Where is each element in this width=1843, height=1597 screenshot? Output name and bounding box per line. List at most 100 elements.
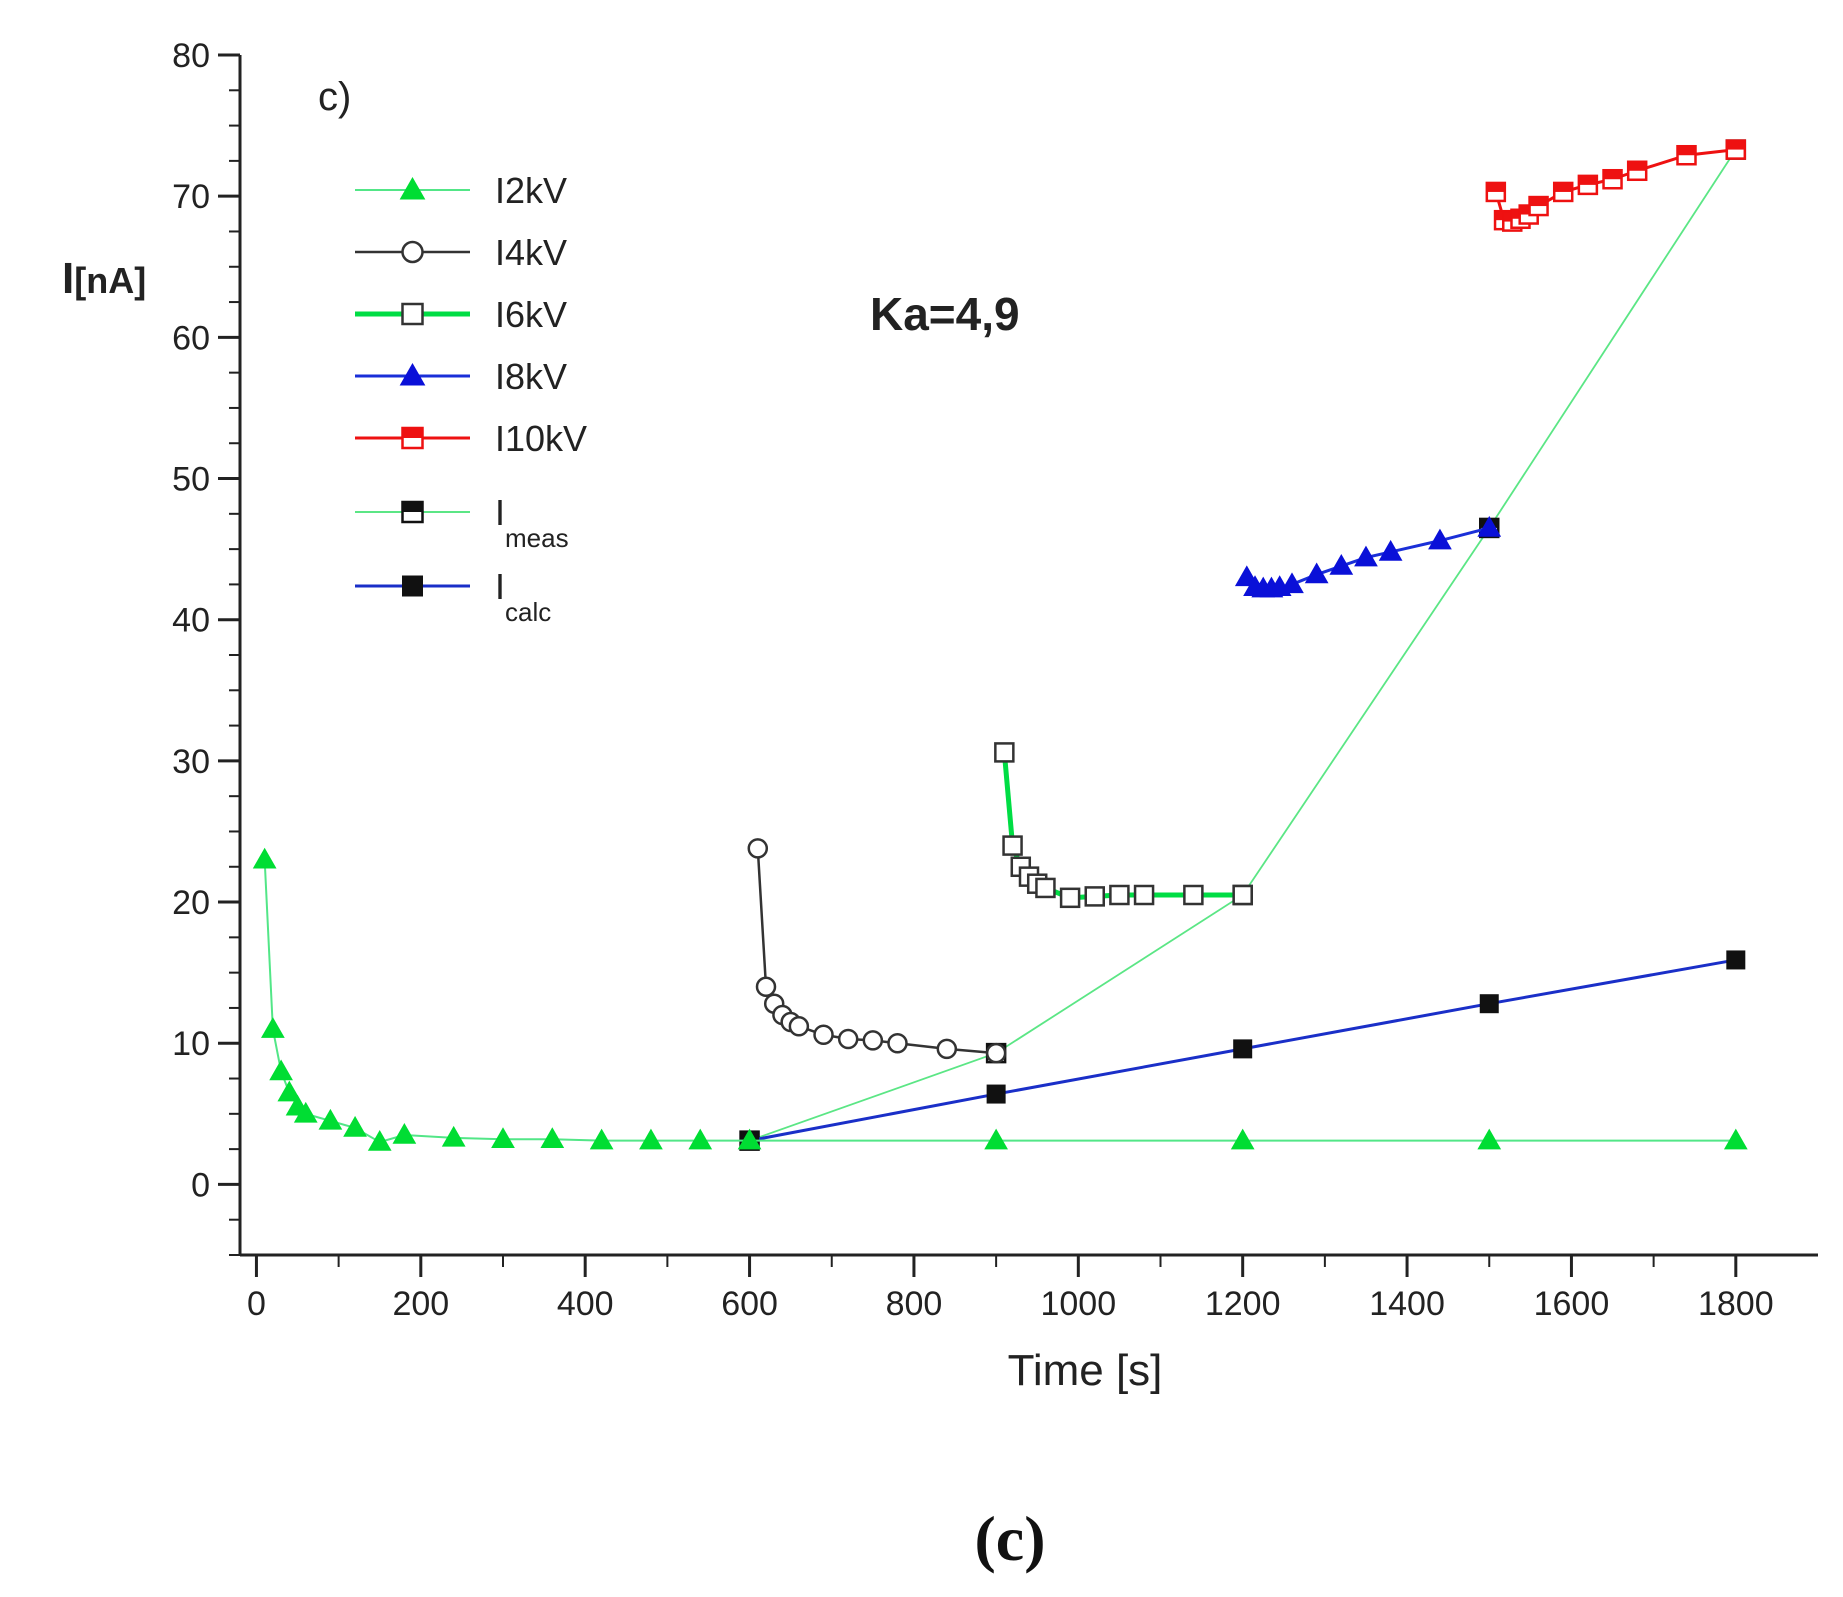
point-I6kV (1002, 835, 1023, 856)
y-axis-title: I[nA] (62, 254, 146, 303)
point-I6kV (1232, 884, 1253, 906)
point-I2kV (1230, 1128, 1255, 1150)
legend-item-Imeas: Imeas (355, 492, 569, 553)
point-I4kV (887, 1032, 908, 1054)
point-I2kV (269, 1059, 293, 1081)
annotation-ka: Ka=4,9 (870, 288, 1020, 340)
y-tick-label: 10 (172, 1025, 210, 1063)
point-Icalc (1233, 1039, 1253, 1059)
x-tick-label: 600 (721, 1285, 778, 1323)
series-Icalc (740, 950, 1746, 1151)
x-tick-label: 400 (557, 1285, 614, 1323)
point-I2kV (277, 1080, 302, 1102)
point-I2kV (252, 847, 277, 869)
point-Icalc (1726, 950, 1746, 970)
x-tick-label: 1200 (1205, 1285, 1281, 1323)
y-tick-label: 20 (172, 884, 210, 922)
y-tick-label: 60 (172, 319, 210, 357)
legend-item-Icalc: Icalc (355, 566, 551, 627)
point-I10kV (1528, 195, 1549, 217)
point-I8kV (1304, 562, 1329, 584)
legend-item-I8kV: I8kV (355, 356, 567, 397)
point-I2kV (984, 1128, 1008, 1150)
point-I2kV (589, 1128, 614, 1150)
point-I8kV (1378, 539, 1403, 561)
x-axis-title: Time [s] (1008, 1346, 1163, 1395)
point-I2kV (318, 1108, 343, 1130)
point-I6kV (1183, 884, 1204, 906)
point-I8kV (1280, 572, 1304, 594)
legend-item-I6kV: I6kV (355, 294, 567, 335)
point-I10kV (1725, 139, 1747, 160)
legend-label: I2kV (495, 170, 567, 211)
point-I4kV (936, 1038, 958, 1060)
x-tick-label: 200 (392, 1285, 449, 1323)
y-tick-label: 0 (191, 1166, 210, 1204)
point-I6kV (1109, 884, 1130, 906)
legend-marker (399, 362, 426, 386)
point-I6kV (1059, 887, 1081, 909)
point-I4kV (862, 1030, 884, 1051)
point-I6kV (1035, 877, 1056, 899)
legend-marker (401, 302, 424, 326)
x-tick-label: 1600 (1534, 1285, 1610, 1323)
panel-label: c) (318, 75, 351, 119)
x-tick-label: 1800 (1698, 1285, 1774, 1323)
point-I2kV (737, 1128, 762, 1150)
series-I2kV (252, 847, 1748, 1151)
point-I4kV (813, 1024, 834, 1046)
legend-item-I10kV: I10kV (355, 418, 587, 459)
point-I2kV (343, 1115, 367, 1137)
point-I10kV (1602, 168, 1623, 190)
legend-label: Icalc (495, 566, 551, 627)
series-layer (252, 139, 1748, 1151)
figure-caption: (c) (974, 1503, 1045, 1574)
x-tick-label: 0 (247, 1285, 266, 1323)
legend-item-I4kV: I4kV (355, 232, 567, 273)
legend: I2kV I4kV I6kV I8kV I10kV Imeas Icalc (355, 170, 587, 627)
x-tick-label: 1000 (1040, 1285, 1116, 1323)
series-I10kV (1485, 139, 1747, 232)
y-tick-label: 80 (172, 37, 210, 75)
series-I6kV (994, 742, 1253, 909)
legend-label: I10kV (495, 418, 587, 459)
point-I8kV (1329, 554, 1354, 575)
point-I4kV (755, 976, 777, 998)
point-I4kV (985, 1042, 1007, 1064)
point-I8kV (1428, 528, 1452, 550)
y-tick-label: 70 (172, 178, 210, 216)
point-I10kV (1676, 144, 1697, 166)
point-I8kV (1477, 515, 1502, 537)
point-I2kV (367, 1130, 392, 1151)
point-I6kV (994, 742, 1015, 763)
point-I2kV (293, 1101, 318, 1123)
point-I2kV (540, 1127, 565, 1148)
legend-label: I8kV (495, 356, 567, 397)
point-I10kV (1577, 174, 1599, 196)
point-I10kV (1626, 160, 1648, 182)
y-axis-title-main: I (62, 254, 74, 303)
point-I2kV (491, 1127, 515, 1148)
point-Icalc (986, 1084, 1006, 1104)
point-I6kV (1084, 886, 1105, 907)
legend-marker (401, 500, 424, 524)
point-I2kV (1723, 1128, 1748, 1150)
point-I2kV (688, 1128, 713, 1150)
svg-text:I[nA]: I[nA] (62, 254, 146, 303)
legend-label: Imeas (495, 492, 569, 553)
point-I4kV (837, 1028, 859, 1050)
point-I10kV (1552, 181, 1574, 203)
y-tick-label: 40 (172, 602, 210, 640)
point-I2kV (639, 1128, 663, 1150)
y-axis-title-sub: [nA] (74, 260, 146, 301)
point-I4kV (788, 1016, 810, 1037)
point-Icalc (1479, 994, 1499, 1014)
legend-label: I6kV (495, 294, 567, 335)
point-I10kV (1485, 181, 1507, 203)
legend-marker (401, 426, 424, 450)
point-I2kV (261, 1017, 285, 1038)
point-I6kV (1133, 884, 1155, 906)
point-I4kV (747, 838, 769, 859)
